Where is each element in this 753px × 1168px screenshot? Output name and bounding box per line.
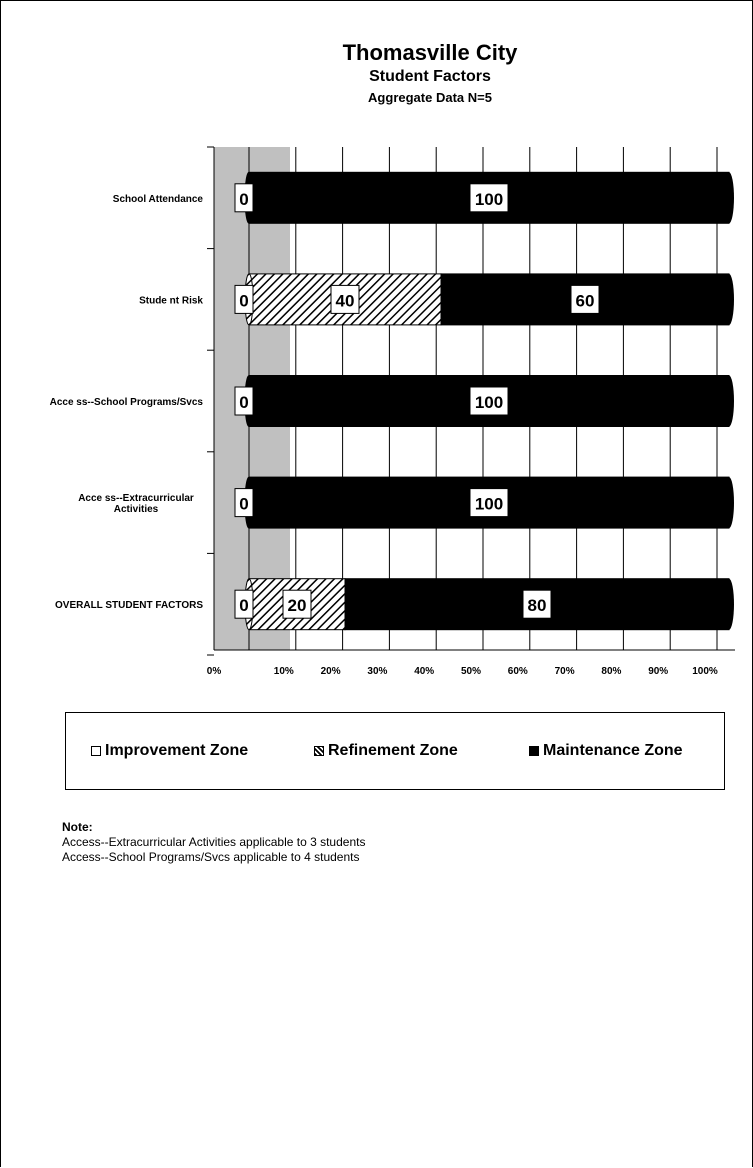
notes-section: Note: Access--Extracurricular Activities… <box>62 820 365 865</box>
data-label-box <box>570 284 600 314</box>
note-line-school-programs: Access--School Programs/Svcs applicable … <box>62 850 360 864</box>
x-tick-label: 90% <box>648 666 668 677</box>
bar-end-cap <box>724 273 734 325</box>
legend-label-maintenance: Maintenance Zone <box>543 742 683 759</box>
legend-label-refinement: Refinement Zone <box>328 742 458 759</box>
chart-titles: Thomasville City Student Factors Aggrega… <box>300 40 560 107</box>
data-label-box <box>282 589 312 619</box>
x-tick-label: 70% <box>555 666 575 677</box>
legend: Improvement Zone Refinement Zone Mainten… <box>65 712 725 790</box>
x-tick-label: 30% <box>367 666 387 677</box>
category-label: School Attendance <box>113 194 204 205</box>
x-tick-label: 40% <box>414 666 434 677</box>
data-label-box <box>234 284 254 314</box>
data-label: 0 <box>239 596 248 615</box>
data-label-box <box>469 183 509 213</box>
data-label: 100 <box>475 495 503 514</box>
x-tick-label: 80% <box>601 666 621 677</box>
data-label: 40 <box>336 291 355 310</box>
category-label: Activities <box>114 504 159 515</box>
data-label: 80 <box>528 596 547 615</box>
bar-end-cap <box>724 477 734 529</box>
data-label-box <box>469 386 509 416</box>
legend-label-improvement: Improvement Zone <box>105 742 249 759</box>
legend-item-improvement: Improvement Zone <box>91 742 248 760</box>
data-label-box <box>469 488 509 518</box>
data-label-box <box>234 183 254 213</box>
note-title: Note: <box>62 820 93 834</box>
data-label: 0 <box>239 190 248 209</box>
category-label: OVERALL STUDENT FACTORS <box>55 600 203 611</box>
legend-item-maintenance: Maintenance Zone <box>529 742 683 760</box>
data-label: 60 <box>576 291 595 310</box>
data-label-box <box>234 488 254 518</box>
x-tick-label: 60% <box>508 666 528 677</box>
x-tick-label: 100% <box>692 666 718 677</box>
chart-title: Thomasville City <box>342 40 518 65</box>
legend-item-refinement: Refinement Zone <box>314 742 458 760</box>
plot-area: 0% 10% 20% 30% 40% 50% 60% 70% 80% 90% 100% School … <box>50 146 735 677</box>
bar-end-cap <box>724 375 734 427</box>
refinement-swatch-icon <box>314 746 324 756</box>
category-label: Stude nt Risk <box>139 295 203 306</box>
chart-subtitle-aggregate: Aggregate Data N=5 <box>368 90 492 105</box>
data-label-box <box>234 386 254 416</box>
data-label-box <box>522 589 552 619</box>
data-label-box <box>330 284 360 314</box>
data-label: 100 <box>475 190 503 209</box>
data-label: 100 <box>475 393 503 412</box>
bar-end-cap <box>724 172 734 224</box>
category-label: Acce ss--Extracurricular <box>78 493 194 504</box>
category-label: Acce ss--School Programs/Svcs <box>50 397 204 408</box>
x-tick-label: 50% <box>461 666 481 677</box>
x-tick-label: 20% <box>321 666 341 677</box>
x-tick-label: 10% <box>274 666 294 677</box>
note-line-extracurricular: Access--Extracurricular Activities appli… <box>62 835 366 849</box>
data-label: 0 <box>239 393 248 412</box>
data-label: 0 <box>239 291 248 310</box>
maintenance-swatch-icon <box>529 746 539 756</box>
chart-subtitle: Student Factors <box>369 68 491 85</box>
data-label: 20 <box>288 596 307 615</box>
improvement-swatch-icon <box>91 746 101 756</box>
data-label: 0 <box>239 495 248 514</box>
x-tick-label: 0% <box>207 666 222 677</box>
stacked-bar-chart: 0% 10% 20% 30% 40% 50% 60% 70% 80% 90% 100% School … <box>50 146 735 677</box>
bar-end-cap <box>724 578 734 630</box>
data-label-box <box>234 589 254 619</box>
